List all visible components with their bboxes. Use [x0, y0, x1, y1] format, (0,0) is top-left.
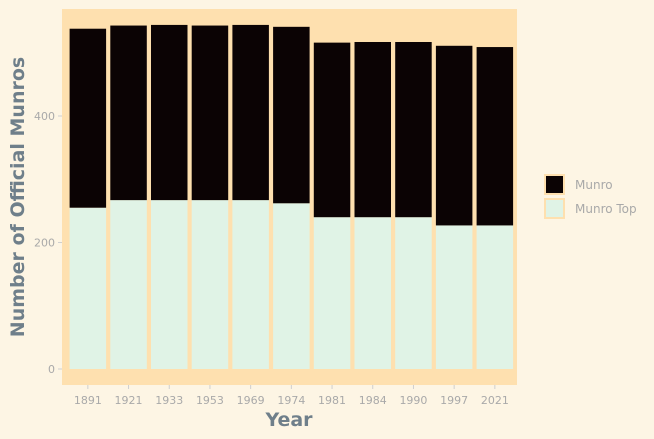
bar-munro-1981	[313, 42, 351, 218]
bar-munro-1984	[354, 41, 391, 218]
bar-munro-top-1933	[151, 200, 188, 369]
x-tick-label: 1981	[318, 394, 346, 407]
bar-munro-2021	[476, 47, 514, 226]
x-tick-label: 1984	[359, 394, 387, 407]
x-tick-label: 1969	[237, 394, 265, 407]
bar-munro-top-1953	[191, 200, 229, 369]
legend-label-munro: Munro	[575, 178, 613, 192]
bar-munro-1891	[69, 28, 107, 208]
legend-key-munro	[544, 174, 565, 195]
bar-munro-top-1997	[435, 225, 473, 369]
bar-munro-top-1969	[232, 200, 269, 369]
x-tick-label: 1974	[277, 394, 305, 407]
y-tick-label: 200	[34, 237, 55, 250]
x-tick-label: 1933	[155, 394, 183, 407]
legend-label-munro-top: Munro Top	[575, 202, 637, 216]
x-axis-title: Year	[264, 409, 313, 431]
bar-munro-1997	[435, 45, 473, 226]
x-tick-label: 1891	[74, 394, 102, 407]
x-tick-label: 1921	[115, 394, 143, 407]
legend: Munro Munro Top	[544, 174, 637, 219]
bar-munro-top-1990	[395, 217, 432, 369]
bar-munro-1921	[110, 25, 147, 201]
y-tick-label: 0	[48, 363, 55, 376]
y-axis-title: Number of Official Munros	[7, 57, 29, 337]
x-tick-label: 1953	[196, 394, 224, 407]
bar-munro-1969	[232, 24, 269, 201]
bar-munro-1953	[191, 25, 229, 201]
bar-munro-top-1921	[110, 200, 147, 369]
bar-munro-1974	[273, 26, 310, 204]
bar-munro-top-1891	[69, 207, 107, 369]
bar-munro-1990	[395, 41, 432, 218]
y-tick-label: 400	[34, 110, 55, 123]
x-tick-label: 1997	[440, 394, 468, 407]
bar-munro-top-1981	[313, 217, 351, 369]
bar-munro-1933	[151, 24, 188, 201]
bar-munro-top-2021	[476, 225, 514, 369]
bar-munro-top-1974	[273, 203, 310, 369]
bar-munro-top-1984	[354, 217, 391, 369]
legend-key-munro-top	[544, 198, 565, 219]
x-tick-label: 1990	[399, 394, 427, 407]
x-tick-label: 2021	[481, 394, 509, 407]
